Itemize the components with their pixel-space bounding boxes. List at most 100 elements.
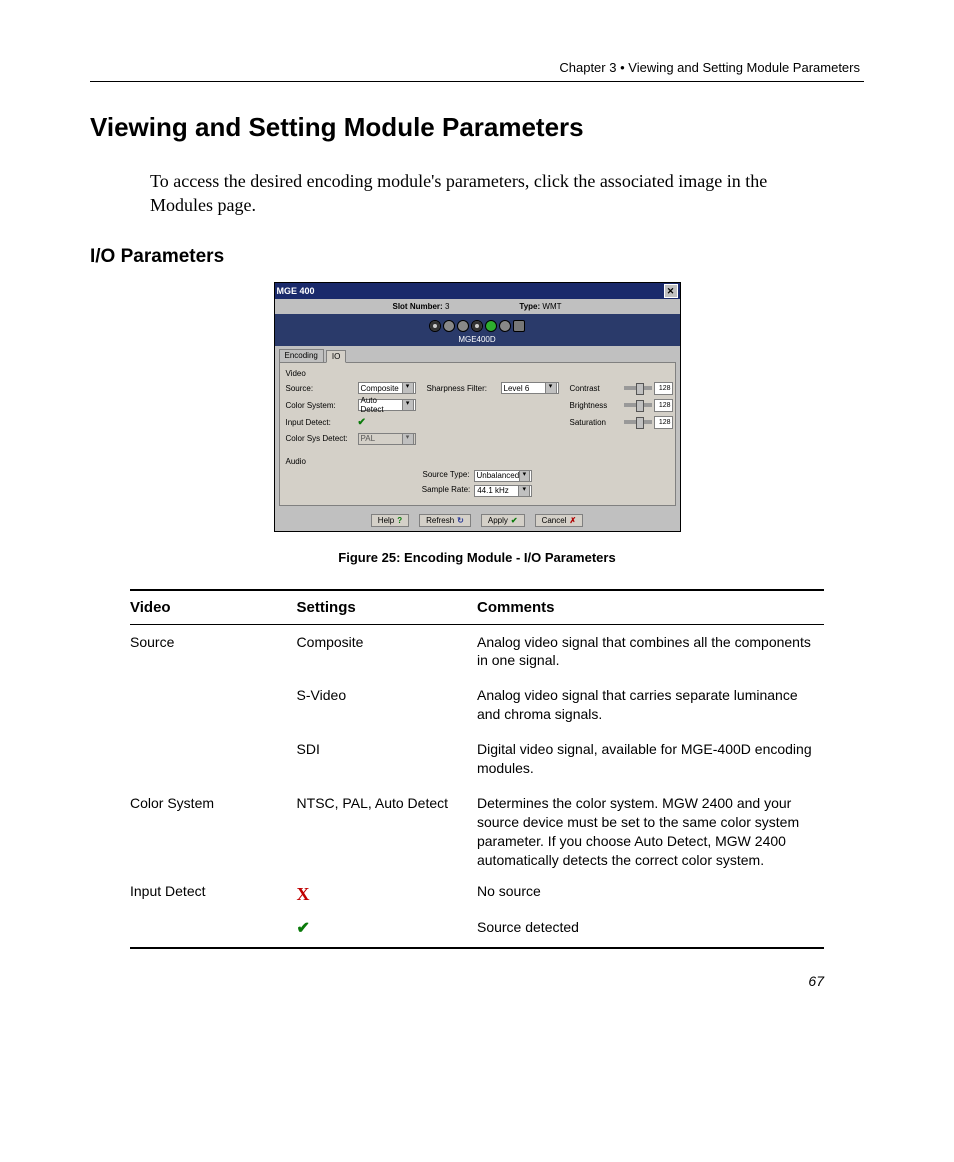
cell: Color System: [130, 786, 297, 878]
cell: Source detected: [477, 914, 824, 948]
sourcetype-combo[interactable]: Unbalanced▾: [474, 470, 532, 482]
audio-block: Audio Source Type: Unbalanced▾ Sample Ra…: [286, 457, 669, 497]
screenshot-window: MGE 400 ✕ Slot Number: 3 Type: WMT: [274, 282, 681, 532]
brightness-label: Brightness: [570, 401, 620, 410]
running-head: Chapter 3 • Viewing and Setting Module P…: [90, 60, 864, 75]
type-info: Type: WMT: [519, 302, 561, 311]
cell: [130, 914, 297, 948]
samplerate-label: Sample Rate:: [422, 485, 470, 497]
refresh-button[interactable]: Refresh↻: [419, 514, 471, 527]
cell: Analog video signal that combines all th…: [477, 624, 824, 678]
description-table: Video Settings Comments Source Composite…: [130, 589, 824, 948]
chapter-label: Chapter 3: [559, 60, 616, 75]
source-label: Source:: [286, 384, 354, 393]
slot-label: Slot Number:: [392, 302, 442, 311]
header-comments: Comments: [477, 590, 824, 625]
type-label: Type:: [519, 302, 540, 311]
source-value: Composite: [361, 384, 399, 393]
chevron-down-icon: ▾: [519, 470, 529, 482]
connector-icon: [429, 320, 441, 332]
saturation-slider[interactable]: 128: [624, 416, 684, 429]
table-row: Color System NTSC, PAL, Auto Detect Dete…: [130, 786, 824, 878]
samplerate-value: 44.1 kHz: [477, 486, 509, 495]
table-row: Input Detect X No source: [130, 878, 824, 914]
info-row: Slot Number: 3 Type: WMT: [275, 299, 680, 314]
colorsysdetect-value: PAL: [361, 434, 376, 443]
cell: SDI: [297, 732, 477, 786]
check-icon: ✔: [297, 920, 310, 937]
sharpness-combo[interactable]: Level 6▾: [501, 382, 559, 394]
contrast-slider[interactable]: 128: [624, 382, 684, 395]
cell: Analog video signal that carries separat…: [477, 678, 824, 732]
sharpness-label: Sharpness Filter:: [427, 384, 497, 393]
connector-icon: [457, 320, 469, 332]
cell: [130, 732, 297, 786]
connector-icon: [443, 320, 455, 332]
chevron-down-icon: ▾: [545, 382, 557, 394]
io-panel: Video Source: Composite▾ Sharpness Filte…: [279, 362, 676, 506]
type-value: WMT: [542, 302, 561, 311]
cell: Determines the color system. MGW 2400 an…: [477, 786, 824, 878]
video-grid: Source: Composite▾ Sharpness Filter: Lev…: [286, 382, 669, 445]
x-icon: X: [297, 884, 310, 904]
close-icon[interactable]: ✕: [664, 284, 678, 298]
figure-caption: Figure 25: Encoding Module - I/O Paramet…: [90, 550, 864, 565]
module-banner: MGE400D: [275, 314, 680, 346]
colorsysdetect-label: Color Sys Detect:: [286, 434, 354, 443]
help-label: Help: [378, 516, 394, 525]
cell: Source: [130, 624, 297, 678]
cell: Digital video signal, available for MGE-…: [477, 732, 824, 786]
tab-encoding[interactable]: Encoding: [279, 349, 324, 362]
refresh-icon: ↻: [457, 516, 464, 525]
audio-row-2: Sample Rate: 44.1 kHz▾: [286, 485, 669, 497]
intro-paragraph: To access the desired encoding module's …: [150, 169, 824, 218]
brightness-slider[interactable]: 128: [624, 399, 684, 412]
chevron-down-icon: ▾: [402, 382, 414, 394]
audio-legend: Audio: [286, 457, 669, 466]
title-bar: MGE 400 ✕: [275, 283, 680, 299]
check-icon: ✔: [358, 417, 423, 428]
samplerate-combo[interactable]: 44.1 kHz▾: [474, 485, 532, 497]
source-combo[interactable]: Composite▾: [358, 382, 416, 394]
cell: No source: [477, 878, 824, 914]
table-header-row: Video Settings Comments: [130, 590, 824, 625]
audio-row-1: Source Type: Unbalanced▾: [286, 470, 669, 482]
cell: [130, 678, 297, 732]
subsection-title: I/O Parameters: [90, 246, 864, 268]
connector-icon: [513, 320, 525, 332]
slot-info: Slot Number: 3: [392, 302, 449, 311]
connector-icon: [499, 320, 511, 332]
chevron-down-icon: ▾: [402, 399, 414, 411]
sourcetype-label: Source Type:: [423, 470, 470, 482]
cancel-button[interactable]: Cancel✗: [535, 514, 584, 527]
screenshot-wrap: MGE 400 ✕ Slot Number: 3 Type: WMT: [90, 282, 864, 532]
colorsystem-label: Color System:: [286, 401, 354, 410]
contrast-value: 128: [654, 382, 673, 395]
cell: S-Video: [297, 678, 477, 732]
cell: X: [297, 878, 477, 914]
x-icon: ✗: [569, 516, 576, 525]
apply-button[interactable]: Apply✔: [481, 514, 525, 527]
connector-icon: [471, 320, 483, 332]
refresh-label: Refresh: [426, 516, 454, 525]
colorsystem-combo[interactable]: Auto Detect▾: [358, 399, 416, 411]
slot-value: 3: [445, 302, 449, 311]
help-button[interactable]: Help?: [371, 514, 409, 527]
tab-io[interactable]: IO: [326, 350, 346, 363]
window-title: MGE 400: [277, 286, 315, 296]
contrast-label: Contrast: [570, 384, 620, 393]
apply-label: Apply: [488, 516, 508, 525]
cancel-label: Cancel: [542, 516, 567, 525]
cell: NTSC, PAL, Auto Detect: [297, 786, 477, 878]
table-bottom-rule: [130, 947, 824, 949]
cell: Composite: [297, 624, 477, 678]
button-bar: Help? Refresh↻ Apply✔ Cancel✗: [275, 510, 680, 531]
header-settings: Settings: [297, 590, 477, 625]
saturation-value: 128: [654, 416, 673, 429]
connector-row: [429, 320, 525, 332]
cell: Input Detect: [130, 878, 297, 914]
banner-model: MGE400D: [458, 335, 495, 344]
colorsystem-value: Auto Detect: [361, 396, 402, 414]
connector-icon: [485, 320, 497, 332]
table-row: Source Composite Analog video signal tha…: [130, 624, 824, 678]
